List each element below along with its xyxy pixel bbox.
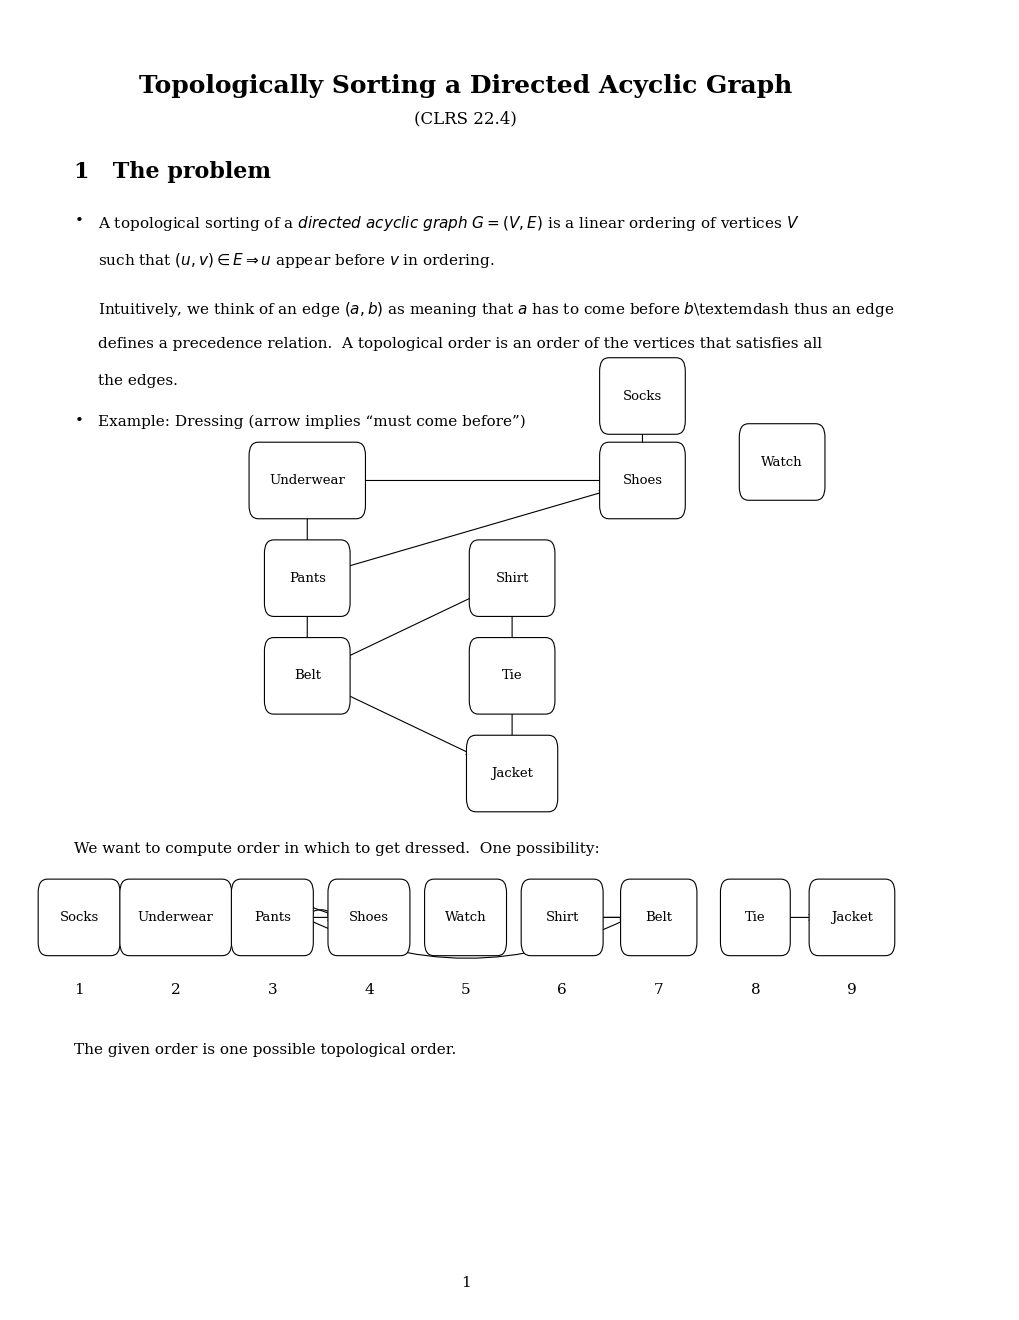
Text: such that $(u, v) \in E \Rightarrow u$ appear before $v$ in ordering.: such that $(u, v) \in E \Rightarrow u$ a… [98,251,494,269]
FancyBboxPatch shape [38,879,120,956]
FancyBboxPatch shape [264,540,350,616]
Text: Socks: Socks [59,911,99,924]
Text: 8: 8 [750,983,759,997]
FancyBboxPatch shape [719,879,790,956]
FancyBboxPatch shape [328,879,410,956]
Text: 4: 4 [364,983,373,997]
Text: Shirt: Shirt [495,572,528,585]
Text: Tie: Tie [744,911,765,924]
Text: the edges.: the edges. [98,374,177,388]
Text: 1: 1 [74,983,84,997]
Text: Shoes: Shoes [348,911,388,924]
Text: Tie: Tie [501,669,522,682]
Text: A topological sorting of a $\it{directed\ acyclic\ graph}$ $G = (V, E)$ is a lin: A topological sorting of a $\it{directed… [98,214,799,232]
Text: 9: 9 [846,983,856,997]
FancyBboxPatch shape [424,879,506,956]
Text: •: • [74,214,84,228]
Text: defines a precedence relation.  A topological order is an order of the vertices : defines a precedence relation. A topolog… [98,337,821,351]
Text: The given order is one possible topological order.: The given order is one possible topologi… [74,1043,457,1057]
FancyBboxPatch shape [739,424,824,500]
Text: •: • [74,414,84,429]
Text: Socks: Socks [623,389,661,403]
FancyBboxPatch shape [521,879,602,956]
Text: 2: 2 [171,983,180,997]
Text: Shirt: Shirt [545,911,578,924]
Text: Watch: Watch [760,455,802,469]
Text: 1: 1 [461,1276,470,1290]
Text: Belt: Belt [645,911,672,924]
FancyBboxPatch shape [599,358,685,434]
FancyBboxPatch shape [620,879,696,956]
FancyBboxPatch shape [808,879,894,956]
Text: Topologically Sorting a Directed Acyclic Graph: Topologically Sorting a Directed Acyclic… [139,74,792,98]
FancyBboxPatch shape [264,638,350,714]
Text: Underwear: Underwear [138,911,213,924]
FancyBboxPatch shape [249,442,365,519]
FancyBboxPatch shape [120,879,231,956]
Text: Pants: Pants [288,572,325,585]
FancyBboxPatch shape [469,638,554,714]
Text: Pants: Pants [254,911,290,924]
Text: Belt: Belt [293,669,320,682]
Text: Jacket: Jacket [830,911,872,924]
FancyBboxPatch shape [466,735,557,812]
Text: Underwear: Underwear [269,474,344,487]
Text: We want to compute order in which to get dressed.  One possibility:: We want to compute order in which to get… [74,842,599,857]
Text: (CLRS 22.4): (CLRS 22.4) [414,111,517,127]
FancyBboxPatch shape [231,879,313,956]
Text: Example: Dressing (arrow implies “must come before”): Example: Dressing (arrow implies “must c… [98,414,525,429]
Text: Watch: Watch [444,911,486,924]
Text: Intuitively, we think of an edge $(a, b)$ as meaning that $a$ has to come before: Intuitively, we think of an edge $(a, b)… [98,300,894,318]
Text: 1   The problem: 1 The problem [74,161,271,182]
FancyBboxPatch shape [599,442,685,519]
FancyBboxPatch shape [469,540,554,616]
Text: 7: 7 [653,983,663,997]
Text: Jacket: Jacket [491,767,533,780]
Text: 3: 3 [267,983,277,997]
Text: 6: 6 [556,983,567,997]
Text: Shoes: Shoes [622,474,661,487]
Text: 5: 5 [461,983,470,997]
